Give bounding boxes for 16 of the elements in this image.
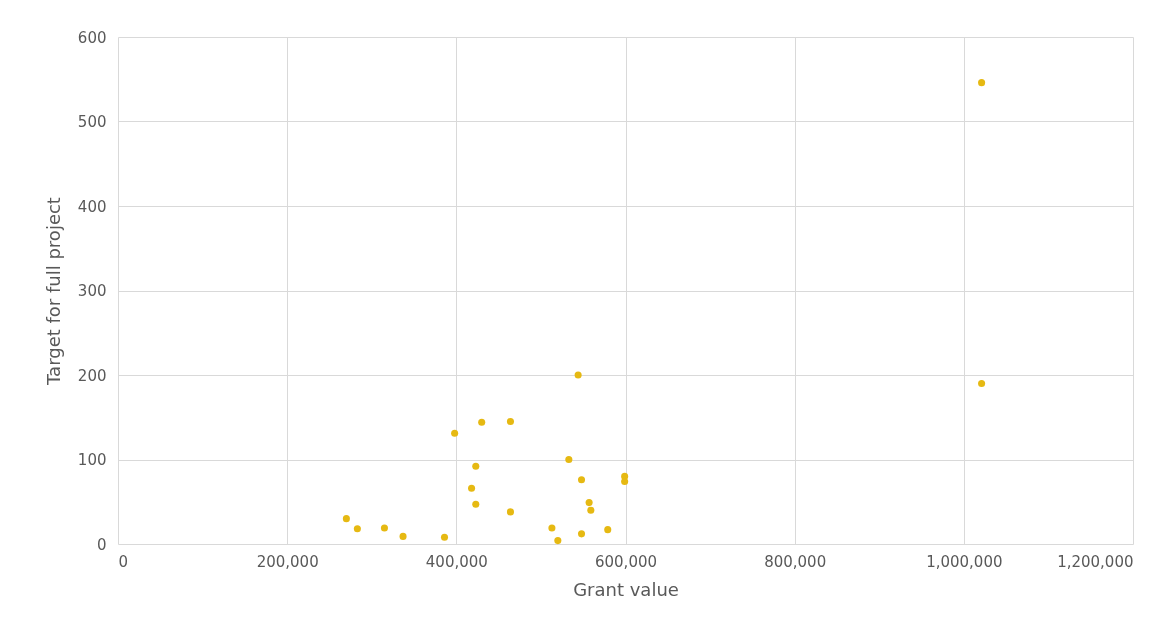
x-tick-label: 400,000: [425, 552, 488, 571]
x-tick-label: 200,000: [256, 552, 319, 571]
y-tick-label: 100: [77, 451, 107, 469]
y-tick-label: 600: [77, 28, 107, 47]
x-tick-label: 800,000: [764, 552, 827, 571]
y-tick-label: 200: [77, 366, 107, 385]
y-axis-title: Target for full project: [42, 197, 64, 386]
x-tick-label: 600,000: [594, 552, 658, 571]
x-tick-label: 1,200,000: [1057, 552, 1134, 571]
y-tick-label: 500: [77, 113, 107, 131]
x-axis-title: Grant value: [573, 578, 679, 600]
x-tick-label: 1,000,000: [926, 552, 1003, 571]
y-tick-label: 400: [77, 197, 107, 216]
y-tick-label: 300: [77, 282, 107, 300]
y-tick-label: 0: [96, 535, 107, 554]
x-tick-label: 0: [118, 552, 129, 571]
